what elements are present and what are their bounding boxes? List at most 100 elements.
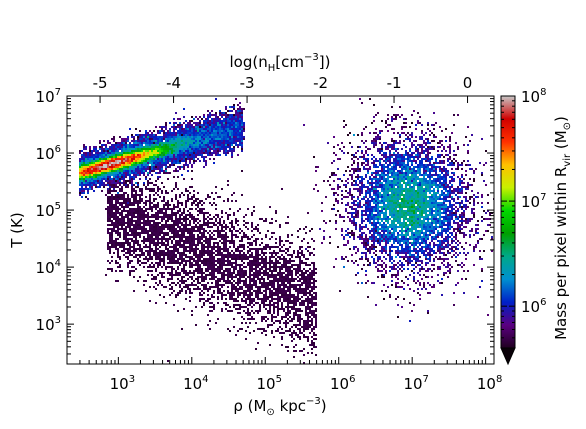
heatmap-cell [347, 242, 349, 244]
heatmap-cell [379, 216, 381, 218]
heatmap-cell [193, 134, 195, 136]
heatmap-cell [421, 268, 423, 270]
heatmap-cell [407, 260, 409, 262]
heatmap-cell [425, 182, 427, 184]
heatmap-cell [451, 162, 453, 164]
heatmap-cell [457, 188, 459, 190]
heatmap-cell [393, 170, 395, 172]
heatmap-cell [437, 202, 439, 204]
heatmap-cell [139, 164, 141, 166]
heatmap-cell [355, 180, 357, 182]
heatmap-cell [205, 138, 207, 140]
heatmap-cell [85, 176, 87, 178]
heatmap-cell [173, 126, 175, 128]
heatmap-cell [237, 294, 239, 296]
heatmap-cell [225, 142, 227, 144]
heatmap-cell [305, 248, 307, 250]
heatmap-cell [379, 184, 381, 186]
heatmap-cell [377, 202, 379, 204]
heatmap-cell [385, 192, 387, 194]
heatmap-cell [221, 132, 223, 134]
heatmap-cell [195, 148, 197, 150]
heatmap-cell [169, 166, 171, 168]
heatmap-cell [113, 152, 115, 154]
heatmap-cell [419, 260, 421, 262]
heatmap-cell [165, 122, 167, 124]
heatmap-cell [101, 148, 103, 150]
heatmap-cell [365, 158, 367, 160]
heatmap-cell [385, 216, 387, 218]
heatmap-cell [103, 140, 105, 142]
heatmap-cell [151, 140, 153, 142]
heatmap-cell [175, 142, 177, 144]
heatmap-cell [227, 128, 229, 130]
heatmap-cell [83, 188, 85, 190]
heatmap-cell [429, 208, 431, 210]
heatmap-cell [177, 240, 179, 242]
heatmap-cell [369, 232, 371, 234]
heatmap-cell [411, 114, 413, 116]
heatmap-cell [155, 164, 157, 166]
heatmap-cell [357, 134, 359, 136]
heatmap-cell [401, 156, 403, 158]
heatmap-cell [405, 184, 407, 186]
heatmap-cell [411, 216, 413, 218]
heatmap-cell [393, 268, 395, 270]
heatmap-cell [409, 154, 411, 156]
heatmap-cell [455, 260, 457, 262]
heatmap-cell [429, 284, 431, 286]
heatmap-cell [397, 194, 399, 196]
heatmap-cell [197, 148, 199, 150]
heatmap-cell [191, 156, 193, 158]
heatmap-cell [419, 242, 421, 244]
heatmap-cell [437, 246, 439, 248]
heatmap-cell [425, 224, 427, 226]
heatmap-cell [459, 196, 461, 198]
heatmap-cell [149, 166, 151, 168]
heatmap-cell [473, 178, 475, 180]
heatmap-cell [341, 230, 343, 232]
heatmap-cell [199, 120, 201, 122]
heatmap-cell [177, 156, 179, 158]
heatmap-cell [143, 174, 145, 176]
heatmap-cell [87, 160, 89, 162]
heatmap-cell [411, 200, 413, 202]
heatmap-cell [129, 162, 131, 164]
heatmap-cell [373, 104, 375, 106]
heatmap-cell [401, 188, 403, 190]
heatmap-cell [417, 260, 419, 262]
heatmap-cell [433, 134, 435, 136]
heatmap-cell [405, 134, 407, 136]
heatmap-cell [107, 188, 109, 190]
heatmap-cell [407, 192, 409, 194]
heatmap-cell [403, 216, 405, 218]
heatmap-cell [447, 230, 449, 232]
heatmap-cell [437, 234, 439, 236]
heatmap-cell [169, 160, 171, 162]
heatmap-cell [107, 170, 109, 172]
heatmap-cell [375, 254, 377, 256]
heatmap-cell [451, 238, 453, 240]
heatmap-cell [427, 164, 429, 166]
heatmap-cell [373, 242, 375, 244]
heatmap-cell [227, 256, 229, 258]
heatmap-cell [97, 174, 99, 176]
heatmap-cell [173, 154, 175, 156]
heatmap-cell [345, 256, 347, 258]
heatmap-cell [483, 210, 485, 212]
heatmap-cell [349, 236, 351, 238]
heatmap-cell [381, 176, 383, 178]
heatmap-cell [391, 156, 393, 158]
heatmap-cell [149, 142, 151, 144]
heatmap-cell [403, 268, 405, 270]
heatmap-cell [361, 206, 363, 208]
heatmap-cell [181, 130, 183, 132]
heatmap-cell [171, 160, 173, 162]
heatmap-cell [345, 210, 347, 212]
heatmap-cell [427, 218, 429, 220]
heatmap-cell [441, 194, 443, 196]
heatmap-cell [461, 266, 463, 268]
heatmap-cell [363, 178, 365, 180]
heatmap-cell [187, 144, 189, 146]
heatmap-cell [153, 166, 155, 168]
